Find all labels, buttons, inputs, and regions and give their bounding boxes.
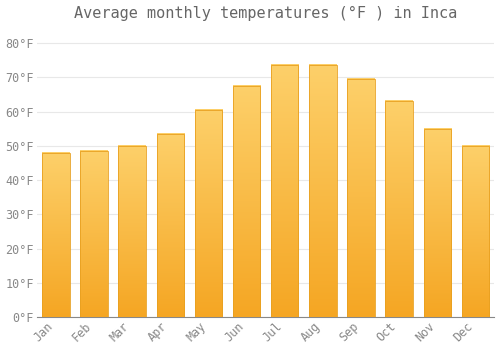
Bar <box>118 146 146 317</box>
Bar <box>80 151 108 317</box>
Bar <box>462 146 489 317</box>
Title: Average monthly temperatures (°F ) in Inca: Average monthly temperatures (°F ) in In… <box>74 6 458 21</box>
Bar <box>233 86 260 317</box>
Bar <box>156 134 184 317</box>
Bar <box>194 110 222 317</box>
Bar <box>42 153 70 317</box>
Bar <box>347 79 374 317</box>
Bar <box>386 102 413 317</box>
Bar <box>271 65 298 317</box>
Bar <box>424 129 451 317</box>
Bar <box>309 65 336 317</box>
